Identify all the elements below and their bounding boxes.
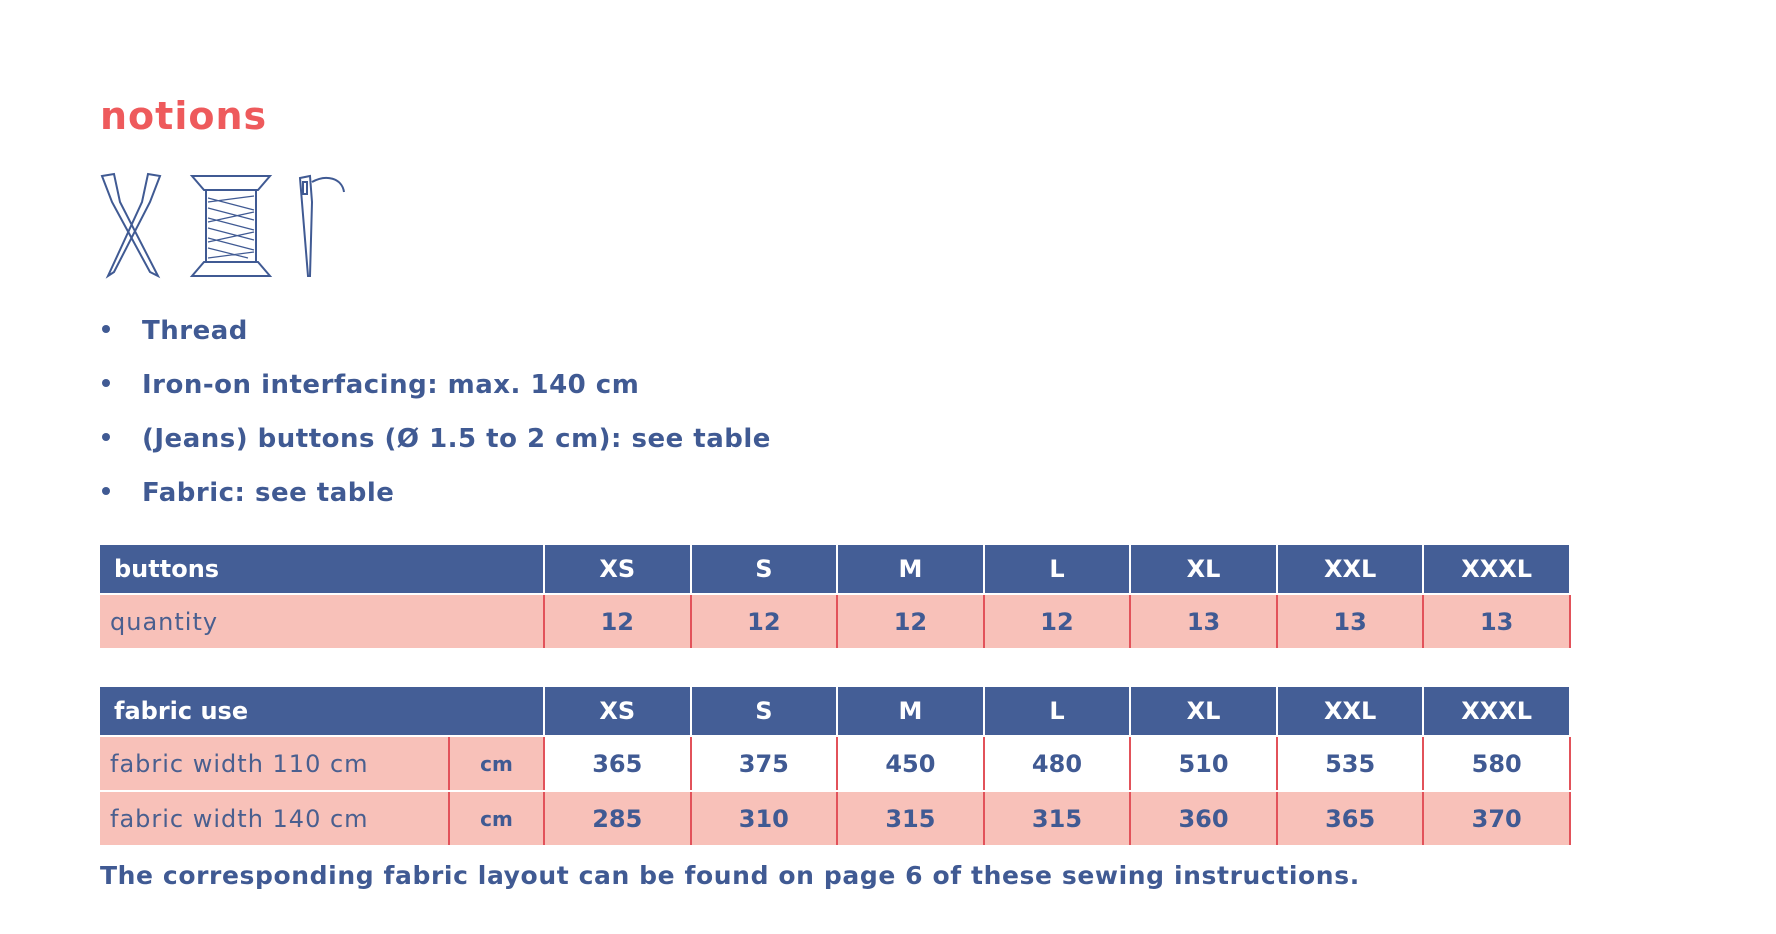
value-cell: 480 (984, 737, 1132, 790)
row-label: fabric width 140 cm (100, 792, 450, 845)
value-cell: 375 (691, 737, 839, 790)
value-cell: 12 (838, 595, 985, 648)
value-cell: 13 (1131, 595, 1278, 648)
size-header: L (984, 545, 1130, 593)
scissors-icon (100, 172, 162, 279)
value-cell: 450 (838, 737, 985, 790)
size-header: XS (545, 687, 690, 735)
value-cell: 580 (1424, 737, 1571, 790)
size-header: XXXL (1424, 687, 1569, 735)
item-text: (Jeans) buttons (Ø 1.5 to 2 cm): see tab… (142, 424, 771, 454)
section-title: notions (100, 94, 268, 138)
bullet (102, 487, 110, 495)
bullet (102, 433, 110, 441)
value-cell: 310 (691, 792, 839, 845)
footer-note: The corresponding fabric layout can be f… (100, 861, 1360, 890)
item-text: Iron-on interfacing: max. 140 cm (142, 370, 640, 400)
row-label: quantity (100, 595, 545, 648)
value-cell: 13 (1424, 595, 1571, 648)
list-item: Iron-on interfacing: max. 140 cm (100, 370, 639, 400)
size-header: XL (1131, 545, 1276, 593)
size-header: XXL (1277, 545, 1423, 593)
value-cell: 12 (691, 595, 839, 648)
value-cell: 13 (1277, 595, 1425, 648)
size-header: M (838, 687, 983, 735)
size-header: XXXL (1424, 545, 1569, 593)
list-item: (Jeans) buttons (Ø 1.5 to 2 cm): see tab… (100, 424, 771, 454)
bullet (102, 325, 110, 333)
value-cell: 12 (984, 595, 1132, 648)
needle-icon (298, 174, 345, 277)
value-cell: 315 (838, 792, 985, 845)
value-cell: 365 (1277, 792, 1425, 845)
value-cell: 315 (984, 792, 1132, 845)
size-header: S (691, 687, 837, 735)
size-header: XL (1131, 687, 1276, 735)
item-text: Thread (142, 316, 248, 346)
list-item: Thread (100, 316, 248, 346)
unit: cm (450, 737, 545, 790)
spool-icon (189, 175, 273, 277)
table-header: buttons (100, 545, 543, 593)
value-cell: 535 (1277, 737, 1425, 790)
value-cell: 365 (545, 737, 692, 790)
size-header: L (984, 687, 1130, 735)
value-cell: 12 (545, 595, 692, 648)
bullet (102, 379, 110, 387)
size-header: M (838, 545, 983, 593)
row-label: fabric width 110 cm (100, 737, 450, 790)
value-cell: 510 (1131, 737, 1278, 790)
size-header: S (691, 545, 837, 593)
size-header: XXL (1277, 687, 1423, 735)
value-cell: 285 (545, 792, 692, 845)
list-item: Fabric: see table (100, 478, 394, 508)
unit: cm (450, 792, 545, 845)
item-text: Fabric: see table (142, 478, 395, 508)
value-cell: 370 (1424, 792, 1571, 845)
table-header: fabric use (100, 687, 543, 735)
size-header: XS (545, 545, 690, 593)
value-cell: 360 (1131, 792, 1278, 845)
notion-icons (100, 172, 345, 279)
